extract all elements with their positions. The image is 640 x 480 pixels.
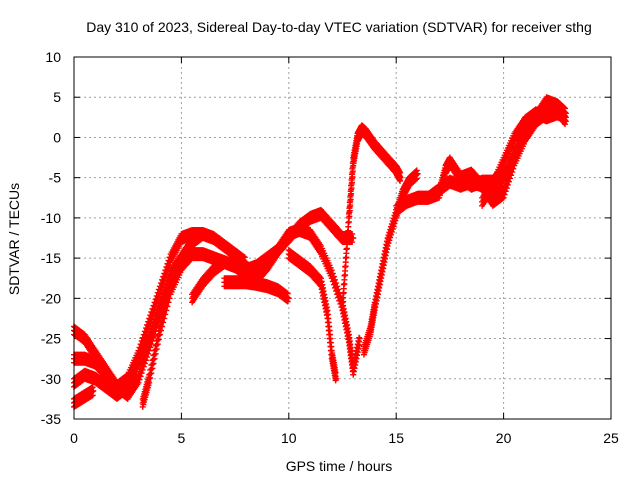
data-point <box>328 267 335 274</box>
data-point <box>329 270 336 277</box>
series-track-14 <box>479 106 569 209</box>
chart-title: Day 310 of 2023, Sidereal Day-to-day VTE… <box>86 19 592 35</box>
x-tick-label: 10 <box>281 430 297 446</box>
series-track-9 <box>339 122 404 314</box>
data-point <box>356 335 363 342</box>
data-point <box>350 235 357 241</box>
data-point <box>90 387 97 394</box>
data-points <box>71 94 569 410</box>
series-track-7 <box>221 275 292 305</box>
data-point <box>241 254 248 261</box>
plot-frame <box>73 56 612 420</box>
series-track-4 <box>71 384 97 410</box>
data-point <box>316 274 323 281</box>
x-tick-label: 0 <box>70 430 78 446</box>
data-point <box>397 174 404 181</box>
y-tick-label: 5 <box>53 89 61 105</box>
y-tick-label: -15 <box>41 250 61 266</box>
series-track-8 <box>285 247 340 384</box>
data-point <box>240 253 247 260</box>
data-point <box>330 273 337 280</box>
x-tick-label: 20 <box>496 430 512 446</box>
y-tick-label: -35 <box>41 411 61 427</box>
data-point <box>284 290 291 297</box>
x-tick-label: 15 <box>388 430 404 446</box>
data-point <box>283 289 290 296</box>
data-point <box>333 375 340 382</box>
data-point <box>198 227 205 234</box>
data-point <box>332 369 339 376</box>
y-tick-label: -25 <box>41 331 61 347</box>
data-point <box>414 170 421 177</box>
data-point <box>562 109 569 116</box>
data-point <box>335 286 342 293</box>
series-track-3 <box>71 252 185 402</box>
data-point <box>331 276 338 283</box>
y-tick-label: -30 <box>41 371 61 387</box>
x-tick-label: 5 <box>178 430 186 446</box>
data-point <box>349 230 356 237</box>
data-point <box>334 283 341 290</box>
x-tick-label: 25 <box>603 430 619 446</box>
y-axis-title: SDTVAR / TECUs <box>6 183 22 295</box>
data-point <box>199 230 206 237</box>
x-axis-title: GPS time / hours <box>286 458 393 474</box>
y-tick-label: -20 <box>41 290 61 306</box>
tick-labels: 0 5 10 15 20 25 -35 -30 -25 -20 -15 -10 -5 0 5 10 <box>41 49 619 446</box>
data-point <box>413 167 420 174</box>
data-point <box>562 114 569 121</box>
y-tick-label: -5 <box>49 170 62 186</box>
y-tick-label: -10 <box>41 210 61 226</box>
data-point <box>333 280 340 287</box>
data-point <box>285 295 292 302</box>
y-tick-label: 10 <box>45 49 61 65</box>
y-tick-label: 0 <box>53 129 61 145</box>
